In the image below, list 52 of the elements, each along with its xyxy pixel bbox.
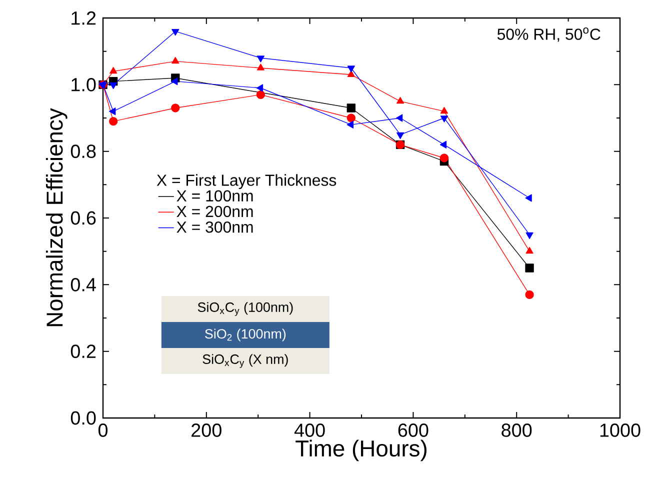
point: [396, 96, 404, 104]
x-axis-title: Time (Hours): [296, 440, 426, 462]
y-tick-label: 0.4: [70, 278, 96, 292]
annotation: 50% RH, 50$^{o}$C: [497, 28, 600, 42]
point: [172, 56, 180, 64]
legend-label: X = 100nm: [176, 190, 253, 202]
point: [347, 70, 355, 78]
legend-title: X = First Layer Thickness: [156, 174, 336, 190]
point: [346, 120, 354, 128]
point: [171, 78, 178, 86]
annotation: SiO$_{x}$C$_{y}$ (X nm): [202, 354, 288, 368]
y-tick-label: 1.0: [72, 78, 96, 92]
legend-label: X = 300nm: [176, 221, 253, 233]
point: [256, 64, 264, 70]
point: [525, 264, 534, 272]
point: [110, 66, 118, 74]
y-tick-label: 0.8: [70, 144, 96, 158]
point: [526, 232, 534, 239]
point: [109, 116, 118, 126]
y-tick-label: 0.6: [70, 211, 96, 225]
annotation: SiO$_{x}$C$_{y}$ (100nm): [198, 302, 293, 316]
x-tick-label: 600: [398, 424, 428, 437]
point: [110, 82, 118, 89]
point: [440, 140, 447, 148]
point: [396, 114, 403, 122]
point: [172, 28, 180, 36]
y-tick-label: 0.2: [70, 344, 96, 358]
point: [171, 104, 180, 112]
point: [347, 66, 355, 72]
point: [256, 56, 264, 62]
point: [396, 132, 404, 139]
legend-label: X = 200nm: [176, 206, 253, 218]
x-tick-label: 800: [502, 424, 532, 437]
x-tick-label: 1000: [600, 424, 640, 437]
point: [256, 84, 264, 92]
point: [525, 194, 532, 202]
x-tick-label: 0: [98, 424, 108, 437]
y-tick-label: 0.0: [70, 411, 96, 425]
x-tick-label: 400: [294, 424, 325, 437]
point: [256, 90, 266, 99]
point: [525, 290, 534, 299]
point: [346, 104, 356, 112]
point: [440, 154, 449, 162]
point: [346, 114, 356, 122]
y-tick-label: 1.2: [72, 11, 96, 25]
point: [440, 106, 448, 114]
annotation: SiO$_{2}$ (100nm): [205, 328, 286, 342]
y-axis-title: Normalized Efficiency: [46, 108, 68, 326]
point: [440, 116, 448, 122]
point: [109, 108, 116, 116]
point: [526, 246, 534, 254]
x-tick-label: 200: [192, 424, 222, 437]
